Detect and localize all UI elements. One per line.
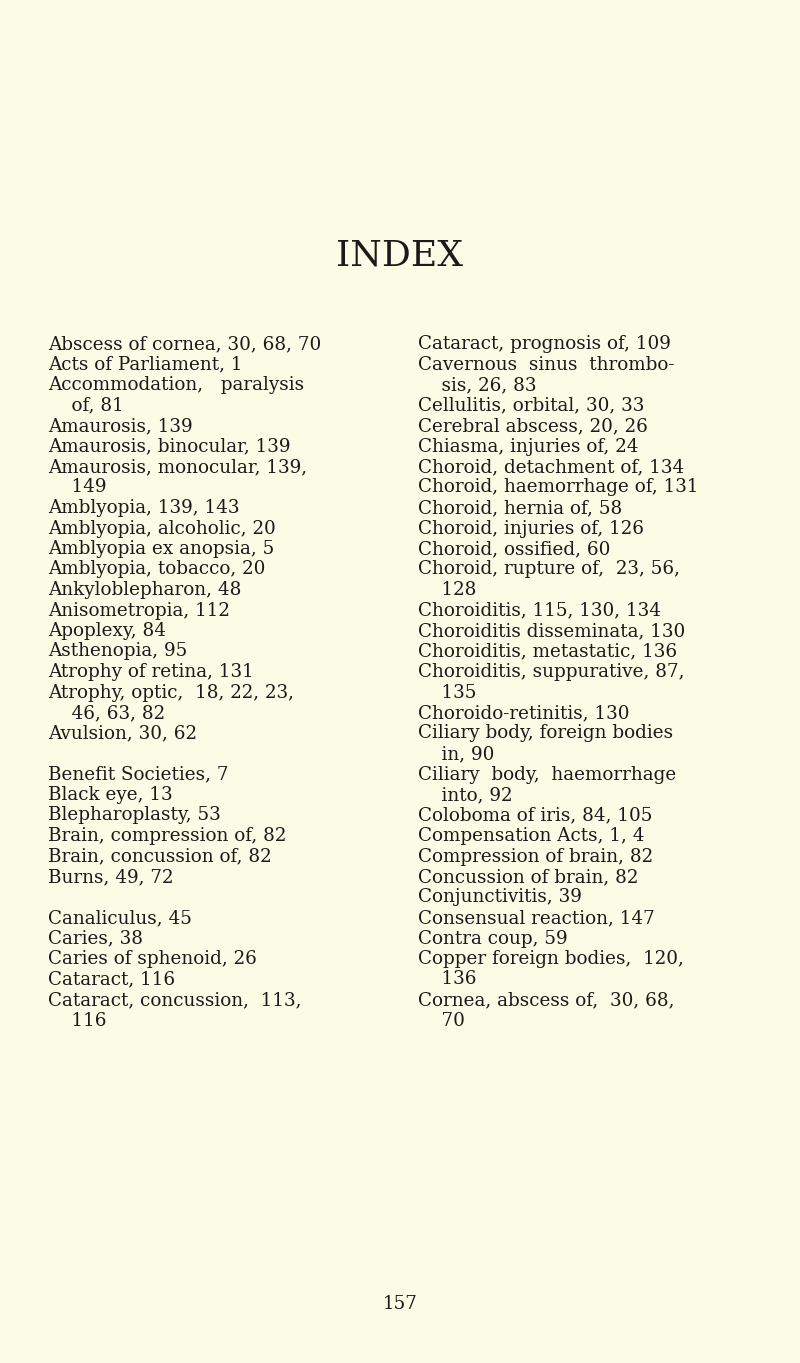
Text: Choroid, detachment of, 134: Choroid, detachment of, 134	[418, 458, 684, 476]
Text: Consensual reaction, 147: Consensual reaction, 147	[418, 909, 654, 927]
Text: Amaurosis, 139: Amaurosis, 139	[48, 417, 193, 435]
Text: Avulsion, 30, 62: Avulsion, 30, 62	[48, 725, 197, 743]
Text: Compensation Acts, 1, 4: Compensation Acts, 1, 4	[418, 827, 645, 845]
Text: 136: 136	[418, 970, 477, 988]
Text: Anisometropia, 112: Anisometropia, 112	[48, 601, 230, 620]
Text: Choroiditis, 115, 130, 134: Choroiditis, 115, 130, 134	[418, 601, 661, 620]
Text: Choroid, hernia of, 58: Choroid, hernia of, 58	[418, 499, 622, 517]
Text: Acts of Parliament, 1: Acts of Parliament, 1	[48, 356, 242, 373]
Text: Choroid, ossified, 60: Choroid, ossified, 60	[418, 540, 610, 557]
Text: Choroiditis, metastatic, 136: Choroiditis, metastatic, 136	[418, 642, 677, 661]
Text: Choroid, haemorrhage of, 131: Choroid, haemorrhage of, 131	[418, 478, 698, 496]
Text: Cavernous  sinus  thrombo-: Cavernous sinus thrombo-	[418, 356, 674, 373]
Text: Cataract, prognosis of, 109: Cataract, prognosis of, 109	[418, 335, 671, 353]
Text: Concussion of brain, 82: Concussion of brain, 82	[418, 868, 638, 886]
Text: 157: 157	[382, 1295, 418, 1313]
Text: Accommodation,   paralysis: Accommodation, paralysis	[48, 376, 304, 394]
Text: Copper foreign bodies,  120,: Copper foreign bodies, 120,	[418, 950, 684, 968]
Text: Apoplexy, 84: Apoplexy, 84	[48, 622, 166, 641]
Text: Amaurosis, binocular, 139: Amaurosis, binocular, 139	[48, 438, 290, 455]
Text: Amblyopia, 139, 143: Amblyopia, 139, 143	[48, 499, 239, 517]
Text: 46, 63, 82: 46, 63, 82	[48, 705, 165, 722]
Text: Coloboma of iris, 84, 105: Coloboma of iris, 84, 105	[418, 807, 652, 825]
Text: 116: 116	[48, 1011, 106, 1029]
Text: Cornea, abscess of,  30, 68,: Cornea, abscess of, 30, 68,	[418, 991, 674, 1009]
Text: Brain, compression of, 82: Brain, compression of, 82	[48, 827, 286, 845]
Text: Amaurosis, monocular, 139,: Amaurosis, monocular, 139,	[48, 458, 307, 476]
Text: Atrophy, optic,  18, 22, 23,: Atrophy, optic, 18, 22, 23,	[48, 683, 294, 702]
Text: Choroid, injuries of, 126: Choroid, injuries of, 126	[418, 519, 644, 537]
Text: 128: 128	[418, 581, 476, 598]
Text: Cerebral abscess, 20, 26: Cerebral abscess, 20, 26	[418, 417, 648, 435]
Text: 149: 149	[48, 478, 106, 496]
Text: Atrophy of retina, 131: Atrophy of retina, 131	[48, 662, 254, 682]
Text: INDEX: INDEX	[337, 239, 463, 273]
Text: Amblyopia ex anopsia, 5: Amblyopia ex anopsia, 5	[48, 540, 274, 557]
Text: Canaliculus, 45: Canaliculus, 45	[48, 909, 192, 927]
Text: Choroido-retinitis, 130: Choroido-retinitis, 130	[418, 705, 630, 722]
Text: Benefit Societies, 7: Benefit Societies, 7	[48, 766, 229, 784]
Text: 70: 70	[418, 1011, 465, 1029]
Text: Ciliary body, foreign bodies: Ciliary body, foreign bodies	[418, 725, 673, 743]
Text: Amblyopia, tobacco, 20: Amblyopia, tobacco, 20	[48, 560, 266, 578]
Text: 135: 135	[418, 683, 476, 702]
Text: Caries of sphenoid, 26: Caries of sphenoid, 26	[48, 950, 257, 968]
Text: Cellulitis, orbital, 30, 33: Cellulitis, orbital, 30, 33	[418, 397, 644, 414]
Text: Conjunctivitis, 39: Conjunctivitis, 39	[418, 889, 582, 906]
Text: sis, 26, 83: sis, 26, 83	[418, 376, 537, 394]
Text: Cataract, concussion,  113,: Cataract, concussion, 113,	[48, 991, 302, 1009]
Text: Burns, 49, 72: Burns, 49, 72	[48, 868, 174, 886]
Text: Cataract, 116: Cataract, 116	[48, 970, 175, 988]
Text: Compression of brain, 82: Compression of brain, 82	[418, 848, 653, 866]
Text: Blepharoplasty, 53: Blepharoplasty, 53	[48, 807, 221, 825]
Text: into, 92: into, 92	[418, 786, 513, 804]
Text: Choroiditis, suppurative, 87,: Choroiditis, suppurative, 87,	[418, 662, 685, 682]
Text: Abscess of cornea, 30, 68, 70: Abscess of cornea, 30, 68, 70	[48, 335, 322, 353]
Text: Chiasma, injuries of, 24: Chiasma, injuries of, 24	[418, 438, 638, 455]
Text: Contra coup, 59: Contra coup, 59	[418, 930, 568, 947]
Text: Amblyopia, alcoholic, 20: Amblyopia, alcoholic, 20	[48, 519, 276, 537]
Text: Ciliary  body,  haemorrhage: Ciliary body, haemorrhage	[418, 766, 676, 784]
Text: Caries, 38: Caries, 38	[48, 930, 143, 947]
Text: Choroiditis disseminata, 130: Choroiditis disseminata, 130	[418, 622, 686, 641]
Text: of, 81: of, 81	[48, 397, 124, 414]
Text: Black eye, 13: Black eye, 13	[48, 786, 173, 804]
Text: Asthenopia, 95: Asthenopia, 95	[48, 642, 187, 661]
Text: Ankyloblepharon, 48: Ankyloblepharon, 48	[48, 581, 242, 598]
Text: in, 90: in, 90	[418, 746, 494, 763]
Text: Brain, concussion of, 82: Brain, concussion of, 82	[48, 848, 272, 866]
Text: Choroid, rupture of,  23, 56,: Choroid, rupture of, 23, 56,	[418, 560, 680, 578]
